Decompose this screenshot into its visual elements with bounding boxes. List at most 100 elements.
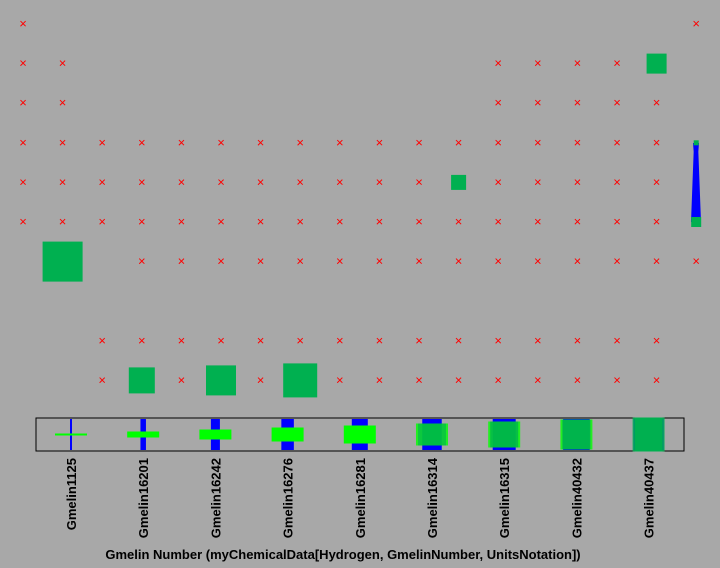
missing-marker: × xyxy=(613,254,621,269)
missing-marker: × xyxy=(494,95,502,110)
missing-marker: × xyxy=(178,333,186,348)
legend-label: Gmelin40437 xyxy=(642,458,657,538)
missing-marker: × xyxy=(138,333,146,348)
missing-marker: × xyxy=(178,254,186,269)
missing-marker: × xyxy=(19,214,27,229)
missing-marker: × xyxy=(376,174,384,189)
missing-marker: × xyxy=(613,214,621,229)
missing-marker: × xyxy=(574,174,582,189)
legend-label: Gmelin16314 xyxy=(425,457,440,538)
legend-label: Gmelin1125 xyxy=(64,458,79,530)
legend-swatch-inner xyxy=(490,421,519,448)
missing-marker: × xyxy=(574,95,582,110)
missing-marker: × xyxy=(415,333,423,348)
missing-marker: × xyxy=(138,214,146,229)
missing-marker: × xyxy=(494,174,502,189)
missing-marker: × xyxy=(494,56,502,71)
legend-swatch-inner xyxy=(634,417,663,452)
missing-marker: × xyxy=(415,174,423,189)
missing-marker: × xyxy=(534,56,542,71)
missing-marker: × xyxy=(494,372,502,387)
missing-marker: × xyxy=(98,372,106,387)
missing-marker: × xyxy=(336,174,344,189)
cell-square xyxy=(128,367,155,394)
missing-marker: × xyxy=(296,254,304,269)
missing-marker: × xyxy=(574,372,582,387)
missing-marker: × xyxy=(376,254,384,269)
connector xyxy=(691,143,701,222)
missing-marker: × xyxy=(534,95,542,110)
legend-label: Gmelin16201 xyxy=(136,458,151,538)
missing-marker: × xyxy=(653,254,661,269)
missing-marker: × xyxy=(653,174,661,189)
missing-marker: × xyxy=(296,333,304,348)
missing-marker: × xyxy=(98,333,106,348)
missing-marker: × xyxy=(138,174,146,189)
missing-marker: × xyxy=(534,214,542,229)
missing-marker: × xyxy=(613,95,621,110)
missing-marker: × xyxy=(415,214,423,229)
legend-label: Gmelin40432 xyxy=(569,458,584,538)
missing-marker: × xyxy=(653,95,661,110)
missing-marker: × xyxy=(296,174,304,189)
legend-label: Gmelin16276 xyxy=(281,458,296,538)
missing-marker: × xyxy=(613,333,621,348)
missing-marker: × xyxy=(455,254,463,269)
missing-marker: × xyxy=(98,214,106,229)
missing-marker: × xyxy=(19,16,27,31)
missing-marker: × xyxy=(574,135,582,150)
x-axis-label: Gmelin Number (myChemicalData[Hydrogen, … xyxy=(105,547,580,562)
missing-marker: × xyxy=(138,135,146,150)
legend-swatch-inner xyxy=(562,419,591,450)
missing-marker: × xyxy=(19,135,27,150)
missing-marker: × xyxy=(534,254,542,269)
legend-swatch xyxy=(199,429,232,440)
cell-square xyxy=(646,53,667,74)
missing-marker: × xyxy=(19,95,27,110)
missing-marker: × xyxy=(257,254,265,269)
missing-marker: × xyxy=(59,56,67,71)
missing-marker: × xyxy=(336,135,344,150)
missing-marker: × xyxy=(574,56,582,71)
cell-square xyxy=(691,217,702,227)
missing-marker: × xyxy=(415,135,423,150)
missing-marker: × xyxy=(296,135,304,150)
cell-square xyxy=(283,363,318,398)
missing-marker: × xyxy=(653,135,661,150)
missing-marker: × xyxy=(217,135,225,150)
missing-marker: × xyxy=(494,214,502,229)
missing-marker: × xyxy=(257,333,265,348)
missing-marker: × xyxy=(455,135,463,150)
cell-square xyxy=(42,241,83,282)
missing-marker: × xyxy=(494,333,502,348)
missing-marker: × xyxy=(415,254,423,269)
missing-marker: × xyxy=(59,135,67,150)
missing-marker: × xyxy=(336,372,344,387)
missing-marker: × xyxy=(336,254,344,269)
missing-marker: × xyxy=(178,372,186,387)
missing-marker: × xyxy=(59,214,67,229)
missing-marker: × xyxy=(613,174,621,189)
legend-label: Gmelin16315 xyxy=(497,458,512,538)
missing-marker: × xyxy=(138,254,146,269)
legend-swatch xyxy=(271,427,304,442)
missing-marker: × xyxy=(178,174,186,189)
legend-swatch xyxy=(343,425,376,444)
missing-marker: × xyxy=(534,372,542,387)
missing-marker: × xyxy=(19,174,27,189)
missing-marker: × xyxy=(178,214,186,229)
missing-marker: × xyxy=(59,95,67,110)
missing-marker: × xyxy=(574,214,582,229)
missing-marker: × xyxy=(455,333,463,348)
missing-marker: × xyxy=(455,372,463,387)
missing-marker: × xyxy=(376,333,384,348)
missing-marker: × xyxy=(257,214,265,229)
missing-marker: × xyxy=(376,372,384,387)
missing-marker: × xyxy=(692,16,700,31)
missing-marker: × xyxy=(217,214,225,229)
missing-marker: × xyxy=(336,333,344,348)
missing-marker: × xyxy=(613,372,621,387)
cell-square xyxy=(451,174,467,190)
cell-square xyxy=(206,365,236,396)
